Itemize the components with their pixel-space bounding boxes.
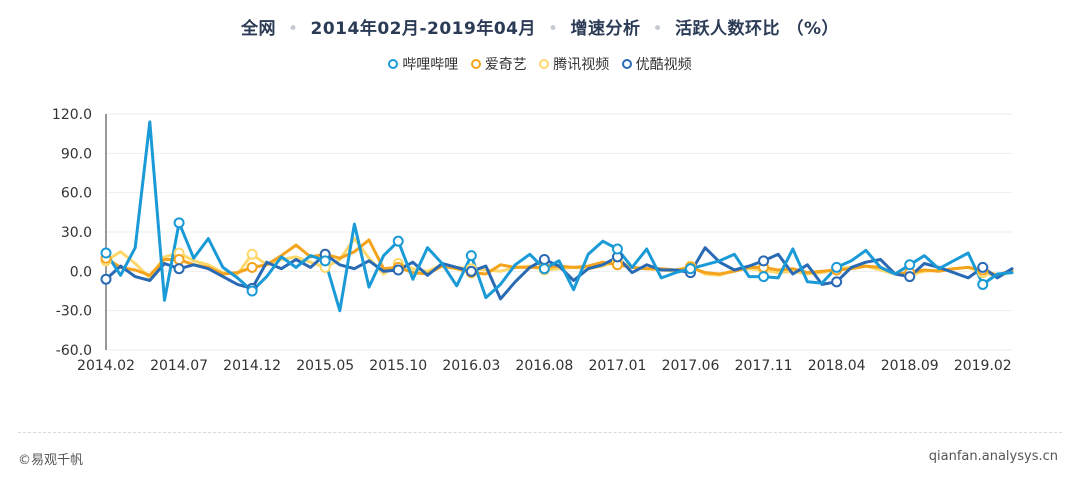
x-tick-label: 2017.01 [588, 358, 646, 374]
x-tick-label: 2014.02 [77, 358, 135, 374]
legend-swatch [470, 59, 481, 69]
title-period: 2014年02月-2019年04月 [310, 19, 536, 39]
footer-url: qianfan.analysys.cn [928, 449, 1058, 464]
data-point[interactable] [611, 243, 623, 255]
title-separator: • [287, 19, 299, 39]
footer-brand: ©易观千帆 [18, 453, 84, 468]
x-tick-label: 2018.09 [881, 358, 939, 374]
data-point[interactable] [977, 278, 989, 290]
data-point[interactable] [465, 265, 477, 277]
y-tick-label: 0.0 [70, 264, 92, 280]
y-tick-label: 120.0 [52, 107, 92, 123]
x-tick-label: 2017.06 [662, 358, 720, 374]
data-point[interactable] [904, 271, 916, 283]
x-tick-label: 2018.04 [808, 358, 866, 374]
x-tick-label: 2015.10 [369, 358, 427, 374]
x-tick-label: 2019.02 [954, 358, 1012, 374]
data-point[interactable] [100, 247, 112, 259]
data-point[interactable] [758, 271, 770, 283]
legend-item-bilibili[interactable]: 哔哩哔哩 [388, 54, 458, 74]
y-tick-label: -30.0 [56, 304, 92, 320]
data-point[interactable] [173, 263, 185, 275]
data-point[interactable] [246, 261, 258, 273]
legend-label: 优酷视频 [635, 57, 692, 73]
title-separator: • [652, 19, 664, 39]
data-point[interactable] [100, 273, 112, 285]
y-tick-label: -60.0 [56, 343, 92, 359]
legend-label: 腾讯视频 [553, 57, 610, 73]
data-point[interactable] [831, 276, 843, 288]
chart-title: 全网 • 2014年02月-2019年04月 • 增速分析 • 活跃人数环比 （%） [0, 14, 1080, 39]
legend-swatch [388, 59, 399, 69]
x-tick-label: 2014.12 [223, 358, 281, 374]
x-tick-label: 2016.03 [442, 358, 500, 374]
legend-swatch [539, 59, 550, 69]
y-axis: 120.0 90.0 60.0 30.0 0.0 -30.0 -60.0 [52, 107, 107, 359]
legend-item-youku[interactable]: 优酷视频 [621, 54, 692, 74]
y-tick-label: 30.0 [61, 225, 92, 241]
data-point[interactable] [977, 261, 989, 273]
title-analysis: 增速分析 [570, 19, 641, 39]
x-axis: 2014.02 2014.07 2014.12 2015.05 2015.10 2016.… [77, 358, 1012, 374]
data-point[interactable] [904, 259, 916, 271]
x-tick-label: 2014.07 [150, 358, 208, 374]
series-line-youku [104, 246, 1014, 301]
data-point[interactable] [246, 248, 258, 260]
data-point[interactable] [173, 217, 185, 229]
grid-lines [106, 113, 1012, 351]
x-tick-label: 2017.11 [735, 358, 793, 374]
series-line-bilibili [104, 120, 1014, 313]
y-tick-label: 60.0 [61, 186, 92, 202]
x-tick-label: 2016.08 [515, 358, 573, 374]
legend-label: 哔哩哔哩 [402, 57, 459, 73]
data-point[interactable] [831, 261, 843, 273]
data-point[interactable] [758, 255, 770, 267]
series-lines [104, 120, 1014, 313]
data-point[interactable] [685, 263, 697, 275]
legend-label: 爱奇艺 [484, 57, 527, 73]
title-scope: 全网 [240, 19, 276, 39]
legend-item-iqiyi[interactable]: 爱奇艺 [470, 54, 527, 74]
legend-item-tencent[interactable]: 腾讯视频 [539, 54, 609, 74]
title-metric: 活跃人数环比 （%） [675, 19, 840, 39]
data-point[interactable] [246, 285, 258, 297]
title-separator: • [548, 19, 559, 39]
data-point[interactable] [465, 250, 477, 262]
x-tick-label: 2015.05 [296, 358, 354, 374]
y-tick-label: 90.0 [61, 146, 92, 162]
series-markers [100, 217, 989, 297]
data-point[interactable] [319, 255, 331, 267]
chart-legend: 哔哩哔哩 爱奇艺 腾讯视频 优酷视频 [0, 54, 1080, 74]
data-point[interactable] [392, 264, 404, 276]
footer-divider [18, 432, 1062, 433]
data-point[interactable] [173, 254, 185, 266]
data-point[interactable] [538, 254, 550, 266]
data-point[interactable] [392, 235, 404, 247]
legend-swatch [621, 59, 632, 69]
data-point[interactable] [538, 263, 550, 275]
